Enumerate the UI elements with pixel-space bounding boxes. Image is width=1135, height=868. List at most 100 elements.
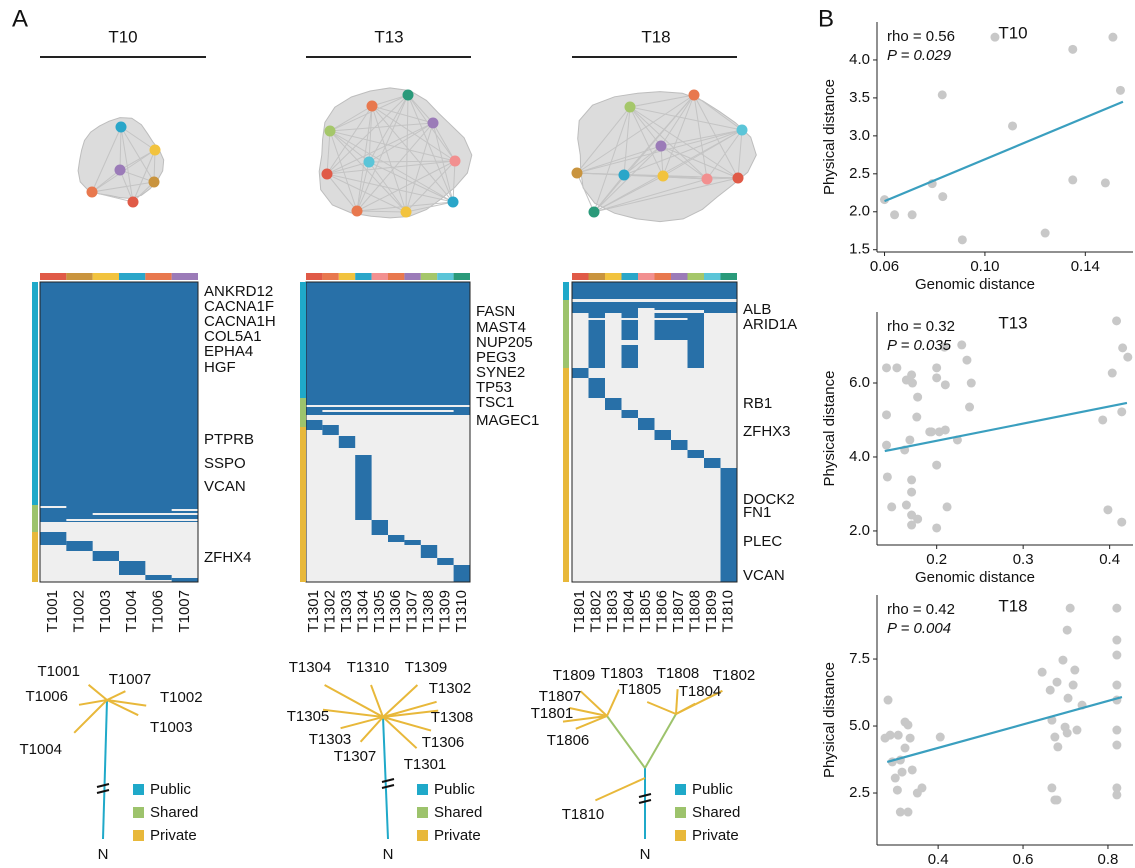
gene-label: MAGEC1 [476,412,539,429]
tree-branch [322,708,384,718]
tree-label: T1802 [713,667,756,684]
heatmap-cell [588,345,605,368]
x-axis-label: Genomic distance [915,276,1035,293]
tree-label: T1801 [531,705,574,722]
point [880,195,890,205]
node-link [120,126,155,183]
node-link [660,129,743,147]
node-link [329,130,456,162]
node-link [368,105,373,163]
node-link [593,178,708,213]
node-link [629,106,743,131]
heatmap-cell [687,345,704,368]
sample-node [366,100,378,112]
heatmap-cell [588,313,605,345]
sample-color [371,273,388,280]
node-link [356,160,456,212]
node-link [407,94,434,124]
point [932,363,942,373]
heatmap-cell [654,430,671,440]
sample-label: T1806 [654,590,671,633]
node-link [693,94,743,131]
sample-color [145,273,172,280]
stat-annotation: P = 0.029 [887,47,952,64]
point [940,425,950,435]
tree-branch [370,684,384,718]
node-link [371,94,409,107]
heatmap-cell [404,540,421,545]
heatmap-cell [420,545,438,558]
sample-node [657,170,669,182]
heatmap-cell [322,425,339,435]
point [1107,368,1117,378]
sample-label: T1310 [453,590,470,633]
sample-node [624,101,636,113]
heatmap-cell [338,436,356,448]
y-tick-label: 3.5 [849,89,870,106]
point [882,410,892,420]
node-link [326,160,456,175]
point [1103,505,1113,515]
node-link [576,106,631,174]
sample-color [437,273,454,280]
tree-branch [340,716,384,730]
point [1118,343,1128,353]
category-bar [300,427,306,582]
tree-break [96,783,110,794]
heatmap-cell [572,302,638,313]
sample-node [115,121,127,133]
sample-node [86,186,98,198]
node-link [576,94,695,174]
legend-swatch [417,807,428,818]
point [1053,742,1063,752]
point [962,355,972,365]
tree-label: T1310 [347,659,390,676]
tree-label: T1805 [619,681,662,698]
node-link [593,129,743,213]
node-link [576,172,595,213]
heatmap-cell [40,532,67,545]
point [917,783,927,793]
tree-branch [106,699,139,717]
point [913,392,923,402]
gene-label: COL5A1 [204,328,262,345]
heatmap-frame [39,281,199,583]
tree-branch [646,701,677,715]
sample-label: T1301 [305,590,322,633]
legend-swatch [675,830,686,841]
point [1115,85,1125,95]
tree-branch [675,702,696,715]
sample-node [736,124,748,136]
tree-branch [382,716,418,749]
node-link [91,181,155,193]
y-tick-label: 4.0 [849,51,870,68]
y-axis-label: Physical distance [821,371,838,487]
point [938,192,948,202]
sample-color [40,273,67,280]
sample-color [720,273,737,280]
gene-label: SSPO [204,455,246,472]
x-tick-label: 0.10 [970,258,999,275]
point [1047,783,1057,793]
sample-label: T1303 [338,590,355,633]
sample-color [638,273,655,280]
node-link [706,129,743,180]
tree-branch [606,689,620,717]
point [1112,790,1122,800]
heatmap-cell [704,302,737,313]
heatmap-frame [571,281,738,583]
node-link [329,130,407,213]
tree-branch [382,700,437,718]
point [912,412,922,422]
sample-node [321,168,333,180]
tree-branch [324,684,384,718]
sample-label: T1001 [44,590,61,633]
point [932,460,942,470]
point [1072,725,1082,735]
tree-label: T1308 [431,709,474,726]
heatmap-cell [145,575,172,580]
heatmap-cell [638,302,655,308]
x-tick-label: 0.8 [1098,851,1119,868]
legend-swatch [417,830,428,841]
point [1040,228,1050,238]
